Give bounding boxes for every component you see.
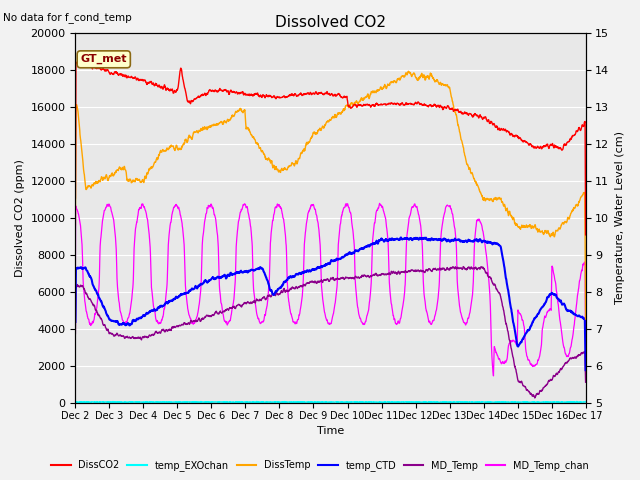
MD_Temp_chan xyxy=(582,354,589,360)
Line: MD_Temp_chan: MD_Temp_chan xyxy=(76,204,586,376)
DissCO2 xyxy=(582,232,589,238)
MD_Temp xyxy=(306,279,314,285)
DissTemp xyxy=(567,210,575,216)
MD_Temp xyxy=(567,356,575,362)
DissCO2 xyxy=(72,59,80,65)
Line: temp_EXOchan: temp_EXOchan xyxy=(76,401,586,403)
MD_Temp xyxy=(474,266,481,272)
DissTemp xyxy=(97,174,105,180)
Y-axis label: Temperature, Water Level (cm): Temperature, Water Level (cm) xyxy=(615,132,625,304)
MD_Temp_chan xyxy=(97,229,105,235)
X-axis label: Time: Time xyxy=(317,426,344,436)
MD_Temp_chan xyxy=(72,269,79,275)
temp_EXOchan xyxy=(573,398,580,404)
Y-axis label: Dissolved CO2 (ppm): Dissolved CO2 (ppm) xyxy=(15,159,25,276)
Text: GT_met: GT_met xyxy=(81,54,127,64)
Line: DissTemp: DissTemp xyxy=(76,72,586,319)
MD_Temp xyxy=(582,379,589,385)
DissTemp xyxy=(474,182,481,188)
MD_Temp xyxy=(72,331,79,336)
temp_EXOchan xyxy=(306,399,314,405)
MD_Temp_chan xyxy=(376,201,383,206)
temp_CTD xyxy=(582,367,589,373)
MD_Temp_chan xyxy=(567,344,575,349)
temp_CTD xyxy=(319,263,327,269)
temp_CTD xyxy=(72,319,79,325)
MD_Temp_chan xyxy=(306,206,314,212)
DissTemp xyxy=(72,222,79,228)
temp_EXOchan xyxy=(97,399,105,405)
MD_Temp xyxy=(319,277,327,283)
MD_Temp xyxy=(531,395,539,401)
Text: No data for f_cond_temp: No data for f_cond_temp xyxy=(3,12,132,23)
temp_EXOchan xyxy=(72,399,79,405)
DissCO2 xyxy=(72,195,79,201)
MD_Temp xyxy=(97,316,105,322)
MD_Temp_chan xyxy=(319,302,327,308)
DissTemp xyxy=(582,316,589,322)
temp_CTD xyxy=(397,235,405,240)
temp_EXOchan xyxy=(492,400,499,406)
temp_CTD xyxy=(306,268,314,274)
MD_Temp_chan xyxy=(568,342,575,348)
DissCO2 xyxy=(567,136,575,142)
Line: DissCO2: DissCO2 xyxy=(76,62,586,235)
DissTemp xyxy=(567,210,575,216)
DissCO2 xyxy=(307,89,314,95)
Line: temp_CTD: temp_CTD xyxy=(76,238,586,370)
DissCO2 xyxy=(98,67,106,72)
DissTemp xyxy=(319,124,327,130)
Legend: DissCO2, temp_EXOchan, DissTemp, temp_CTD, MD_Temp, MD_Temp_chan: DissCO2, temp_EXOchan, DissTemp, temp_CT… xyxy=(47,456,593,475)
temp_EXOchan xyxy=(567,399,575,405)
DissCO2 xyxy=(474,112,481,118)
temp_EXOchan xyxy=(567,399,575,405)
temp_CTD xyxy=(567,309,575,314)
temp_CTD xyxy=(567,309,575,314)
Title: Dissolved CO2: Dissolved CO2 xyxy=(275,15,386,30)
temp_CTD xyxy=(97,299,105,305)
MD_Temp_chan xyxy=(490,373,497,379)
MD_Temp_chan xyxy=(474,217,481,223)
Line: MD_Temp: MD_Temp xyxy=(76,266,586,398)
temp_EXOchan xyxy=(582,399,589,405)
DissTemp xyxy=(404,69,412,74)
temp_CTD xyxy=(474,238,481,244)
DissCO2 xyxy=(320,92,328,97)
DissCO2 xyxy=(567,135,575,141)
temp_EXOchan xyxy=(319,399,327,405)
MD_Temp xyxy=(460,264,467,269)
MD_Temp xyxy=(568,356,575,361)
temp_EXOchan xyxy=(474,399,481,405)
DissTemp xyxy=(306,138,314,144)
